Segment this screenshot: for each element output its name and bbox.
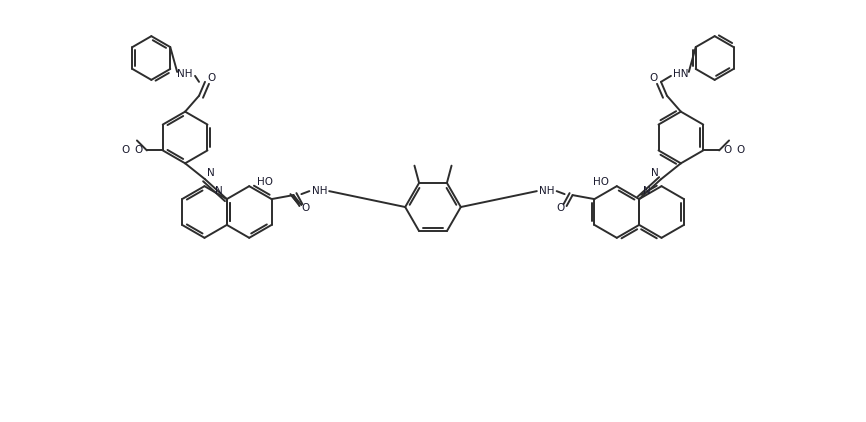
Text: N: N (207, 168, 215, 178)
Text: O: O (723, 146, 731, 155)
Text: O: O (121, 146, 129, 155)
Text: NH: NH (178, 69, 193, 79)
Text: HN: HN (673, 69, 688, 79)
Text: O: O (557, 203, 565, 213)
Text: N: N (215, 186, 223, 196)
Text: O: O (649, 73, 657, 83)
Text: NH: NH (312, 186, 327, 196)
Text: O: O (301, 203, 309, 213)
Text: N: N (643, 186, 651, 196)
Text: O: O (737, 146, 745, 155)
Text: O: O (208, 73, 216, 83)
Text: HO: HO (257, 177, 273, 187)
Text: NH: NH (539, 186, 554, 196)
Text: HO: HO (593, 177, 609, 187)
Text: N: N (651, 168, 659, 178)
Text: O: O (135, 146, 143, 155)
